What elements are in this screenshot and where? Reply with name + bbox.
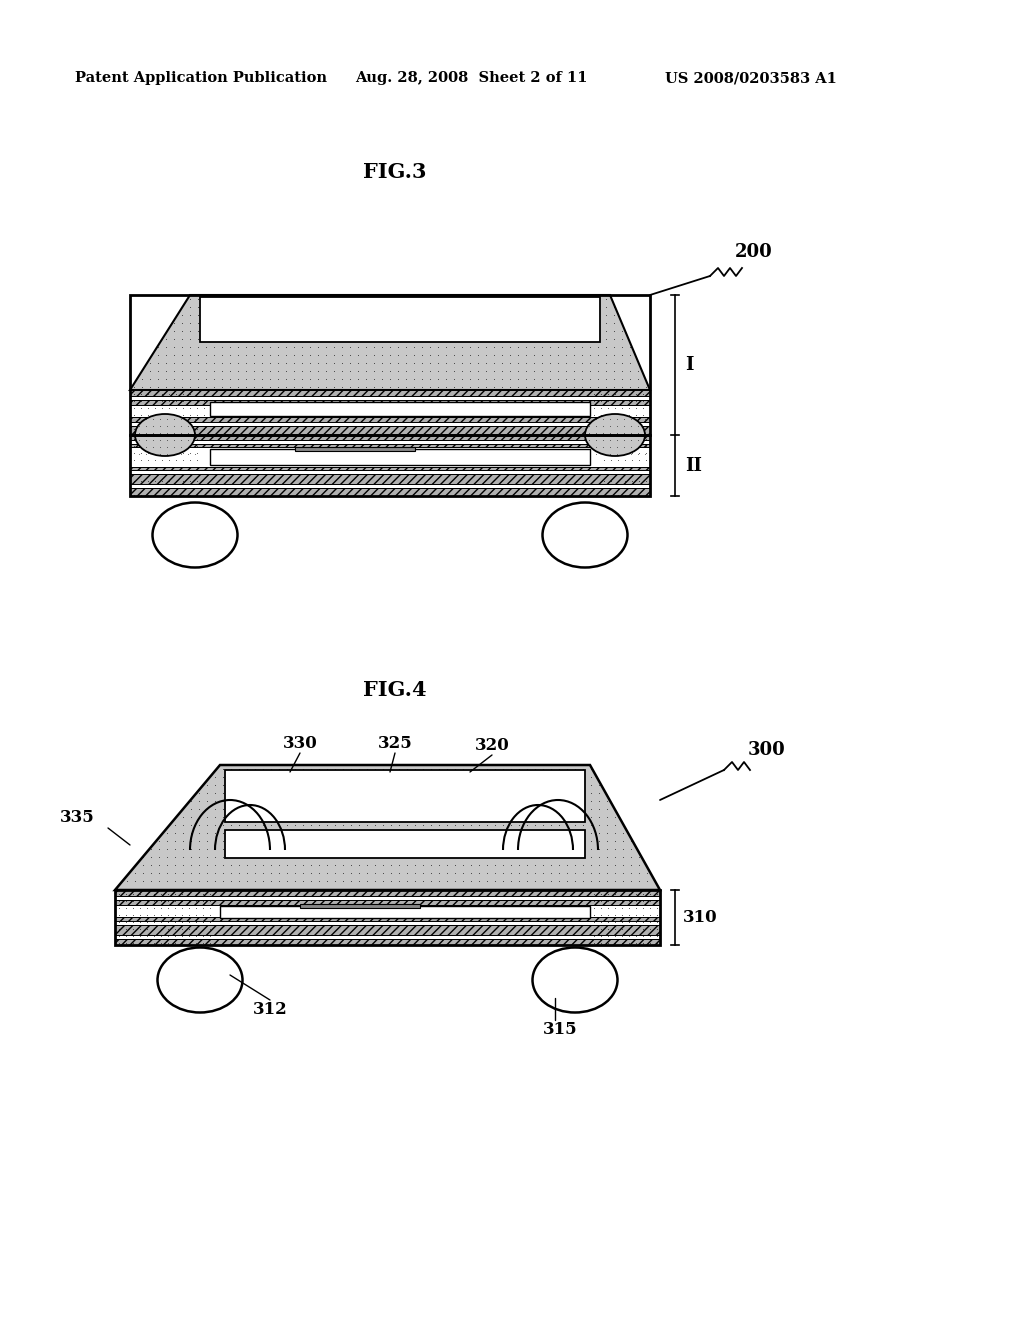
Bar xyxy=(130,444,650,447)
Text: II: II xyxy=(685,457,702,475)
Text: 315: 315 xyxy=(543,1022,578,1039)
Ellipse shape xyxy=(158,948,243,1012)
Bar xyxy=(130,426,650,436)
Text: 300: 300 xyxy=(748,741,785,759)
Bar xyxy=(225,770,585,822)
Bar xyxy=(200,297,600,342)
Text: 312: 312 xyxy=(253,1002,288,1019)
Bar xyxy=(115,917,660,921)
Bar xyxy=(115,935,660,939)
Bar xyxy=(300,904,420,908)
Text: FIG.3: FIG.3 xyxy=(364,162,427,182)
Bar xyxy=(115,890,660,945)
Text: I: I xyxy=(685,356,693,374)
Bar xyxy=(130,440,650,444)
Polygon shape xyxy=(130,436,200,496)
Bar xyxy=(210,403,590,416)
Text: 310: 310 xyxy=(683,908,718,925)
Text: 320: 320 xyxy=(475,737,509,754)
Polygon shape xyxy=(590,389,650,436)
Ellipse shape xyxy=(585,414,645,455)
Polygon shape xyxy=(130,389,210,436)
Bar xyxy=(130,422,650,426)
Text: Aug. 28, 2008  Sheet 2 of 11: Aug. 28, 2008 Sheet 2 of 11 xyxy=(355,71,588,84)
Bar xyxy=(130,389,650,396)
Text: Patent Application Publication: Patent Application Publication xyxy=(75,71,327,84)
Bar xyxy=(130,436,650,440)
Polygon shape xyxy=(115,890,215,945)
Text: FIG.4: FIG.4 xyxy=(364,680,427,700)
Polygon shape xyxy=(130,294,650,389)
Text: 330: 330 xyxy=(283,734,317,751)
Bar xyxy=(130,405,650,417)
Ellipse shape xyxy=(543,503,628,568)
Bar xyxy=(130,474,650,484)
Polygon shape xyxy=(590,890,660,945)
Text: 335: 335 xyxy=(60,809,95,826)
Bar xyxy=(115,939,660,945)
Bar xyxy=(130,436,650,496)
Bar xyxy=(115,921,660,925)
Bar xyxy=(115,896,660,900)
Ellipse shape xyxy=(135,414,195,455)
Bar xyxy=(130,400,650,405)
Ellipse shape xyxy=(532,948,617,1012)
Text: 325: 325 xyxy=(378,734,413,751)
Polygon shape xyxy=(600,436,650,496)
Bar xyxy=(115,890,660,896)
Bar xyxy=(130,470,650,474)
Bar xyxy=(130,488,650,496)
Bar xyxy=(130,467,650,470)
Bar xyxy=(115,925,660,935)
Text: US 2008/0203583 A1: US 2008/0203583 A1 xyxy=(665,71,837,84)
Bar xyxy=(130,417,650,422)
Polygon shape xyxy=(115,766,660,890)
Bar xyxy=(130,294,650,436)
Bar xyxy=(225,830,585,858)
Text: 200: 200 xyxy=(735,243,773,261)
Bar xyxy=(220,906,590,917)
Bar xyxy=(115,900,660,906)
Bar xyxy=(130,447,650,467)
Bar xyxy=(130,396,650,400)
Bar xyxy=(115,906,660,917)
Ellipse shape xyxy=(153,503,238,568)
Bar xyxy=(210,449,590,465)
Bar xyxy=(130,484,650,488)
Bar xyxy=(295,447,415,451)
